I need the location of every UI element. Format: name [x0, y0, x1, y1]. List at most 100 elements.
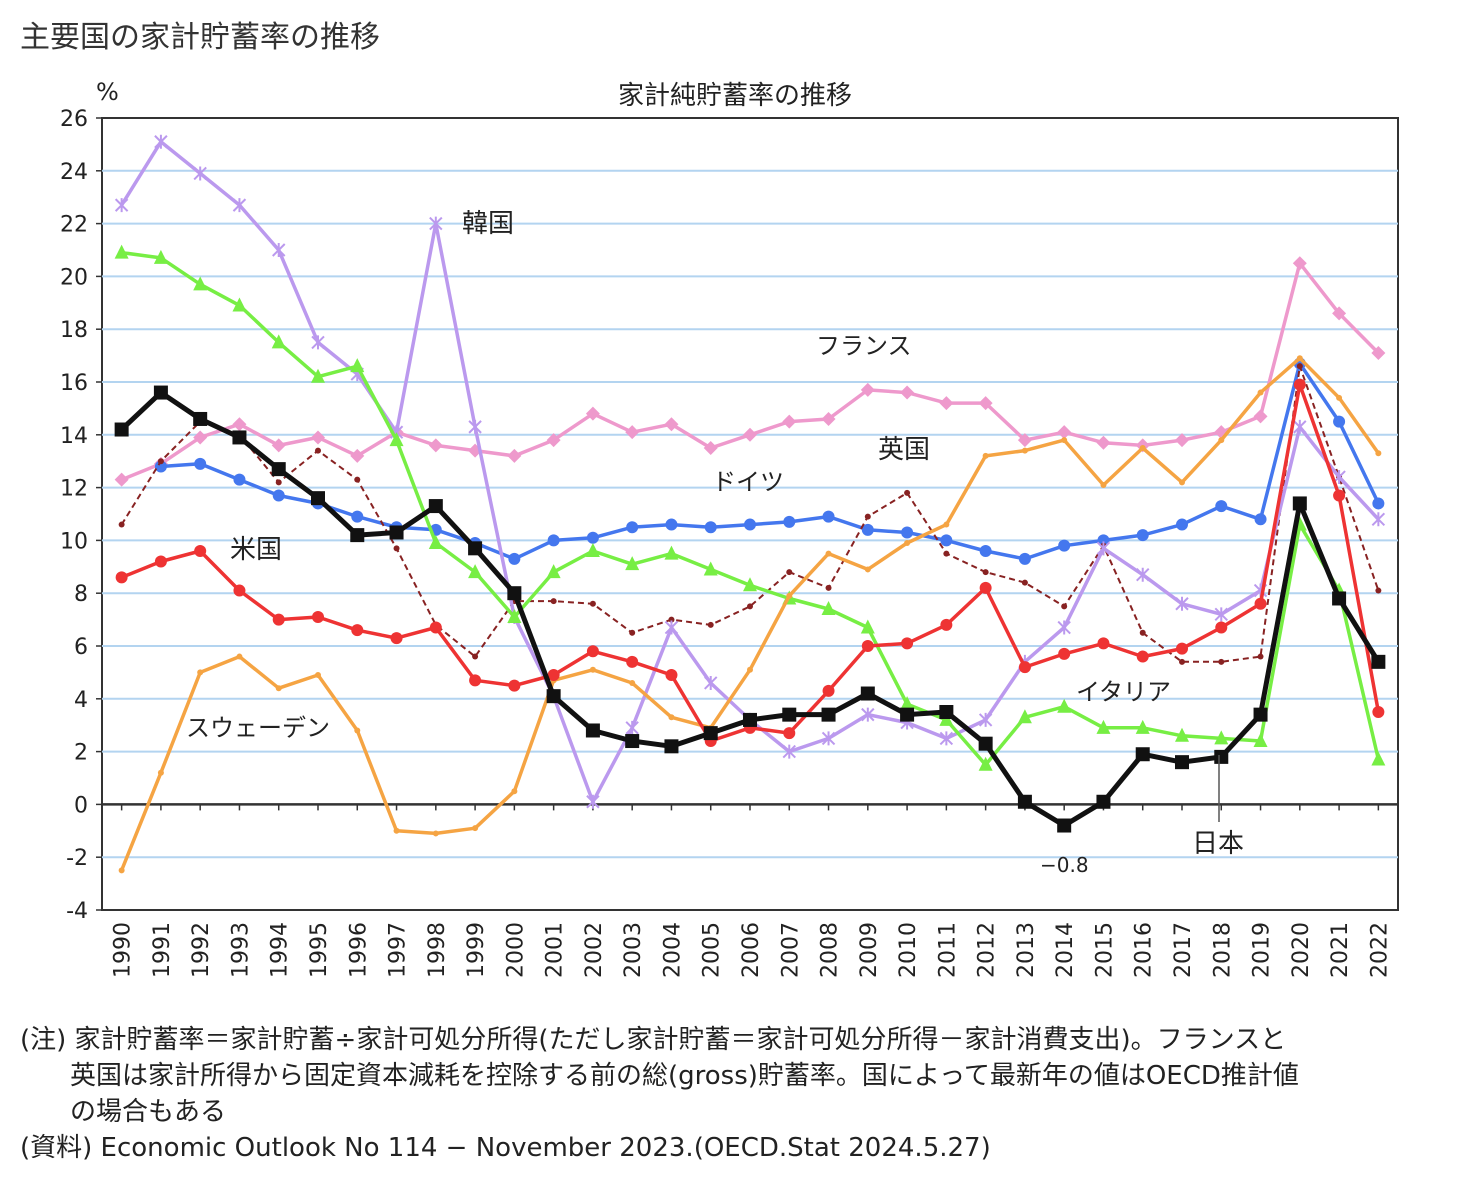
data-point	[978, 736, 993, 751]
x-tick-label: 2020	[1289, 922, 1314, 978]
data-point	[232, 430, 247, 445]
series-group	[114, 134, 1386, 874]
y-tick-label: 24	[60, 160, 88, 185]
data-point	[393, 545, 400, 552]
data-point	[1058, 647, 1071, 660]
data-point	[389, 525, 404, 540]
data-point	[1214, 730, 1229, 745]
data-point	[194, 544, 207, 557]
data-point	[508, 679, 521, 692]
data-point	[744, 518, 756, 531]
data-point	[704, 521, 717, 534]
data-point	[1179, 479, 1185, 486]
data-point	[589, 666, 596, 673]
series-line	[160, 361, 1380, 561]
data-point	[665, 518, 678, 531]
data-point	[472, 825, 479, 832]
data-point	[118, 521, 125, 528]
data-point	[939, 731, 954, 746]
data-point	[1218, 658, 1225, 665]
data-point	[822, 684, 835, 697]
data-point	[1058, 539, 1071, 552]
x-tick-label: 2017	[1171, 922, 1196, 978]
data-point	[1061, 603, 1068, 610]
data-point	[272, 613, 285, 626]
data-point	[782, 414, 797, 429]
data-point	[428, 535, 443, 550]
data-point	[1061, 437, 1068, 444]
data-point	[550, 598, 557, 605]
data-point	[312, 610, 324, 623]
data-point	[625, 720, 639, 735]
data-point	[1254, 597, 1267, 610]
data-point	[585, 723, 600, 738]
data-point	[626, 655, 639, 668]
data-point	[157, 458, 164, 465]
data-point	[1218, 437, 1225, 444]
data-point	[389, 432, 404, 447]
data-point	[1375, 587, 1382, 594]
data-point	[585, 542, 600, 557]
data-point	[432, 830, 439, 837]
data-point	[861, 523, 874, 536]
data-point	[1336, 394, 1343, 401]
series-7	[114, 385, 1386, 833]
data-point	[782, 744, 796, 759]
y-unit-label: %	[96, 78, 119, 106]
data-point	[1175, 727, 1189, 742]
data-point	[1018, 661, 1031, 674]
data-point	[1372, 706, 1385, 718]
x-tick-label: 1990	[111, 922, 136, 978]
y-tick-label: 14	[60, 424, 88, 449]
data-point	[428, 438, 443, 453]
data-point	[1096, 541, 1111, 556]
data-point	[354, 727, 361, 734]
data-point	[943, 521, 950, 528]
x-tick-label: 2018	[1210, 922, 1235, 978]
data-point	[114, 244, 129, 259]
data-point	[1375, 450, 1382, 457]
data-point	[979, 581, 992, 594]
data-point	[864, 513, 871, 520]
data-point	[233, 473, 246, 486]
y-tick-label: 10	[60, 529, 88, 554]
data-point	[271, 334, 286, 349]
data-point	[1371, 345, 1386, 360]
data-point	[232, 417, 247, 432]
plot-area	[101, 117, 1399, 911]
data-point	[1215, 621, 1228, 634]
x-tick-label: 2022	[1367, 922, 1392, 978]
data-point	[629, 679, 636, 686]
y-tick-label: 26	[60, 107, 88, 132]
data-point	[939, 396, 954, 411]
data-point	[1139, 445, 1146, 451]
y-tick-label: 4	[74, 688, 88, 713]
data-point	[940, 618, 953, 631]
x-tick-label: 2007	[778, 922, 803, 978]
series-1	[154, 357, 1385, 565]
data-point	[1293, 419, 1307, 434]
data-point	[153, 249, 168, 264]
note-line-1: (注) 家計貯蓄率＝家計貯蓄÷家計可処分所得(ただし家計貯蓄＝家計可処分所得－家…	[20, 1025, 1287, 1055]
data-point	[900, 696, 915, 711]
data-point	[350, 358, 365, 373]
data-point	[743, 712, 757, 727]
data-point	[1096, 435, 1111, 450]
x-tick-label: 1997	[386, 922, 411, 978]
data-point	[664, 620, 679, 635]
data-point	[154, 555, 167, 568]
data-point	[860, 382, 875, 397]
series-6	[115, 378, 1385, 748]
data-point	[393, 827, 400, 834]
data-point	[546, 689, 561, 704]
data-point	[1139, 629, 1146, 636]
data-point	[468, 564, 483, 579]
data-point	[786, 569, 793, 576]
notes: (注) 家計貯蓄率＝家計貯蓄÷家計可処分所得(ただし家計貯蓄＝家計可処分所得－家…	[20, 1022, 1450, 1166]
x-tick-label: 1996	[346, 922, 371, 978]
data-point	[1296, 363, 1303, 370]
data-point	[825, 550, 832, 557]
data-point	[1371, 751, 1386, 766]
line-chart: % 家計純貯蓄率の推移 -4-2024681012141618202224261…	[60, 78, 1399, 978]
